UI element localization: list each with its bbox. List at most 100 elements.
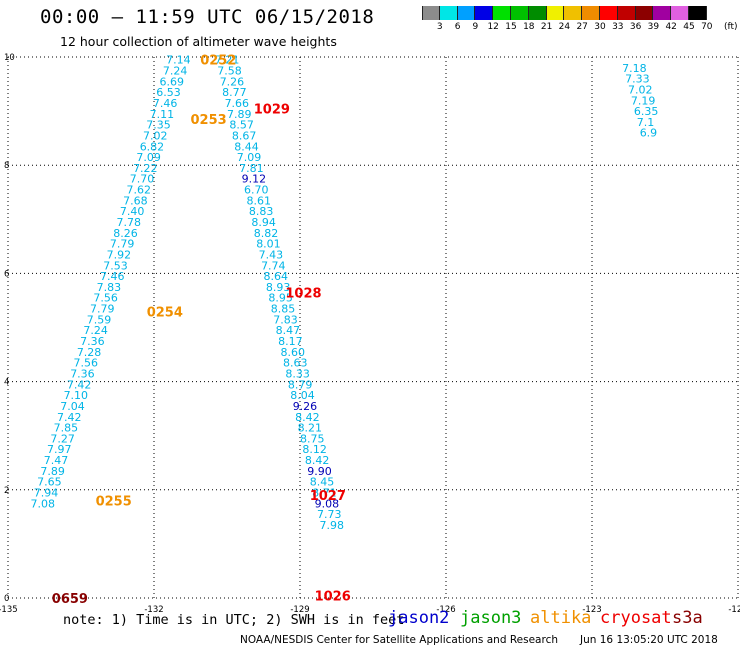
wave-height-point: 9.12: [242, 173, 267, 186]
wave-height-point: 7.40: [120, 205, 145, 218]
wave-height-point: 7.83: [273, 313, 298, 326]
x-tick-label: -123: [582, 605, 601, 615]
wave-height-point: 7.46: [100, 270, 125, 283]
wave-height-point: 8.12: [302, 443, 327, 456]
color-scale-tick: 9: [472, 22, 479, 32]
footer-timestamp: Jun 16 13:05:20 UTC 2018: [580, 634, 718, 646]
wave-height-point: 7.94: [34, 487, 59, 500]
wave-height-point: 7.97: [47, 443, 72, 456]
wave-height-point: 7.81: [239, 162, 264, 175]
color-scale-tick: 42: [665, 22, 677, 32]
wave-height-point: 6.53: [156, 86, 181, 99]
wave-height-point: 7.24: [163, 65, 188, 78]
wave-height-point: 8.01: [256, 238, 281, 251]
color-swatch: [564, 6, 583, 20]
wave-height-point: 7.46: [153, 97, 178, 110]
wave-height-point: 6.82: [140, 140, 165, 153]
wave-height-point: 8.85: [271, 303, 296, 316]
time-label: 1029: [254, 102, 290, 117]
wave-height-point: 7.04: [60, 400, 85, 413]
wave-height-point: 8.17: [278, 335, 303, 348]
color-scale-labels: 3 6 9 12 15 18 21 24 27 30 33 36 39 42 45 70: [422, 22, 732, 34]
wave-height-point: 7.79: [110, 238, 134, 251]
color-scale-bar: [422, 6, 707, 20]
wave-height-point: 7.08: [30, 497, 55, 510]
x-tick-label: -129: [290, 605, 309, 615]
wave-height-point: 8.63: [283, 357, 308, 370]
wave-height-point: 8.79: [288, 378, 313, 391]
wave-height-point: 8.42: [305, 454, 330, 467]
wave-height-point: 9.90: [307, 465, 332, 478]
wave-height-point: 7.56: [74, 357, 99, 370]
wave-height-point: 8.33: [285, 367, 310, 380]
wave-height-point: 7.21: [215, 54, 240, 67]
wave-height-point: 7.58: [217, 65, 242, 78]
chart-title: 00:00 – 11:59 UTC 06/15/2018: [40, 6, 375, 28]
color-swatch: [599, 6, 618, 20]
wave-height-point: 8.57: [229, 119, 254, 132]
color-swatch: [653, 6, 672, 20]
y-tick-label: 8: [4, 161, 9, 171]
color-scale-tick: 33: [612, 22, 624, 32]
time-label: 0254: [147, 305, 183, 320]
wave-height-point: 8.94: [251, 216, 275, 229]
wave-height-point: 7.56: [93, 292, 118, 305]
wave-height-point: 7.36: [70, 367, 95, 380]
color-scale-tick: 3: [436, 22, 443, 32]
wave-height-point: 7.09: [136, 151, 161, 164]
wave-height-point: 7.89: [227, 108, 252, 121]
wave-height-point: 8.93: [266, 281, 291, 294]
wave-height-point: 7.98: [319, 519, 344, 532]
time-label: 0252: [200, 54, 236, 69]
color-scale-tick: 36: [629, 22, 642, 32]
wave-height-point: 8.60: [281, 346, 306, 359]
color-scale-tick: 70: [701, 22, 713, 32]
time-label: 0253: [191, 113, 227, 128]
y-tick-label: 6: [4, 269, 9, 279]
wave-height-point: 7.70: [130, 173, 155, 186]
wave-height-point: 7.42: [57, 411, 81, 424]
color-scale-tick: 39: [647, 22, 660, 32]
y-tick-label: 2: [4, 486, 9, 496]
satellite-label-jason3: jason3: [460, 608, 522, 628]
footer-credit: NOAA/NESDIS Center for Satellite Applica…: [240, 634, 558, 646]
wave-height-point: 7.02: [143, 129, 168, 142]
wave-height-point: 7.83: [97, 281, 122, 294]
color-scale-unit: (ft): [724, 22, 738, 32]
color-swatch: [493, 6, 511, 20]
wave-height-point: 9.08: [315, 497, 340, 510]
x-tick-label: -120: [728, 605, 740, 615]
satellite-label-s3a: s3a: [672, 608, 703, 628]
wave-height-point: 7.74: [261, 259, 286, 272]
color-scale-tick: 15: [505, 22, 517, 32]
y-tick-label: 0: [4, 594, 9, 604]
color-swatch: [439, 6, 458, 20]
wave-height-point: 7.35: [146, 119, 171, 132]
color-swatch: [510, 6, 529, 20]
color-swatch: [546, 6, 565, 20]
color-scale-tick: 6: [454, 22, 461, 32]
color-scale-tick: 21: [540, 22, 553, 32]
wave-height-point: 7.42: [67, 378, 92, 391]
wave-height-point: 7.43: [259, 248, 284, 261]
wave-height-point: 8.77: [222, 86, 247, 99]
wave-height-point: 7.18: [622, 62, 647, 75]
wave-height-point: 8.71: [312, 487, 337, 500]
wave-height-point: 8.61: [246, 194, 271, 207]
wave-height-point: 7.79: [90, 303, 115, 316]
wave-height-point: 7.27: [50, 432, 74, 445]
wave-height-point: 8.26: [113, 227, 138, 240]
color-scale-tick: 18: [523, 22, 535, 32]
wave-height-point: 7.11: [150, 108, 175, 121]
color-scale-tick: 27: [576, 22, 588, 32]
wave-height-point: 8.95: [268, 292, 293, 305]
wave-height-point: 7.19: [631, 94, 656, 107]
color-swatch: [422, 6, 440, 20]
color-scale-tick: 30: [594, 22, 606, 32]
wave-height-point: 7.33: [625, 73, 650, 86]
time-label: 0255: [96, 495, 132, 510]
wave-height-point: 8.47: [276, 324, 301, 337]
wave-height-point: 7.68: [123, 194, 147, 207]
time-label: 0659: [52, 592, 88, 607]
wave-height-point: 8.45: [310, 476, 335, 489]
